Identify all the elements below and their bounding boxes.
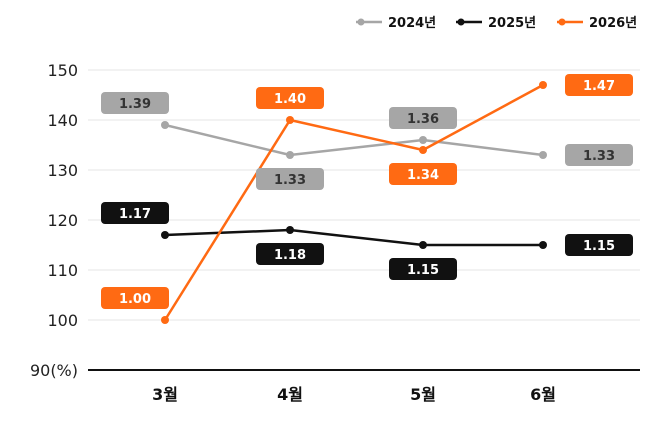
data-label-text: 1.47 — [583, 79, 615, 94]
legend-item: 2024년 — [356, 16, 436, 31]
legend-swatch-point — [357, 18, 365, 26]
data-label-pill — [389, 107, 457, 129]
data-label-pill — [565, 74, 633, 96]
y-tick-label: 120 — [47, 211, 78, 230]
series-line — [164, 228, 543, 247]
data-point — [286, 226, 294, 234]
data-point — [161, 121, 169, 129]
data-label-pill — [256, 168, 324, 190]
y-tick-label: 110 — [47, 261, 78, 280]
data-point — [539, 151, 547, 159]
data-label: 1.40 — [256, 87, 324, 109]
data-point — [286, 116, 294, 124]
data-label: 1.15 — [565, 234, 633, 256]
legend: 2024년 2025년 2026년 — [356, 16, 637, 31]
legend-swatch-point — [558, 18, 566, 26]
data-label-pill — [101, 202, 169, 224]
data-label-text: 1.17 — [119, 207, 151, 222]
data-label-pill — [565, 144, 633, 166]
data-label-text: 1.36 — [407, 112, 439, 127]
data-label: 1.47 — [565, 74, 633, 96]
data-point — [161, 231, 169, 239]
legend-label: 2025년 — [488, 16, 536, 31]
data-label: 1.18 — [256, 243, 324, 265]
data-label: 1.15 — [389, 258, 457, 280]
data-point — [539, 241, 547, 249]
data-point — [539, 81, 547, 89]
data-label-pill — [389, 163, 457, 185]
y-tick-label: 150 — [47, 61, 78, 80]
series-line — [164, 123, 544, 157]
legend-swatch-point — [457, 18, 465, 26]
data-label-text: 1.15 — [407, 263, 439, 278]
data-label: 1.34 — [389, 163, 457, 185]
series-group — [161, 81, 547, 324]
data-label-text: 1.15 — [583, 239, 615, 254]
data-labels: 1.39 1.33 1.36 1.33 1.17 1.18 1.15 1.15 1.00 1.40… — [101, 74, 633, 309]
data-point — [286, 151, 294, 159]
x-axis: 3월 4월 5월 6월 — [152, 385, 556, 404]
data-label-text: 1.34 — [407, 168, 439, 183]
data-label: 1.36 — [389, 107, 457, 129]
data-label: 1.00 — [101, 287, 169, 309]
legend-label: 2026년 — [589, 16, 637, 31]
x-tick-label: 4월 — [277, 385, 303, 404]
data-label-text: 1.40 — [274, 92, 306, 107]
data-label-pill — [101, 287, 169, 309]
x-tick-label: 3월 — [152, 385, 178, 404]
data-label-text: 1.33 — [274, 173, 306, 188]
data-label-pill — [565, 234, 633, 256]
x-tick-label: 5월 — [410, 385, 436, 404]
data-label: 1.33 — [256, 168, 324, 190]
data-label-pill — [256, 87, 324, 109]
y-tick-label: 140 — [47, 111, 78, 130]
y-tick-label: 90(%) — [30, 361, 78, 380]
data-label-text: 1.00 — [119, 292, 151, 307]
data-label: 1.39 — [101, 92, 169, 114]
legend-item: 2026년 — [557, 16, 637, 31]
data-point — [161, 316, 169, 324]
x-tick-label: 6월 — [530, 385, 556, 404]
legend-label: 2024년 — [388, 16, 436, 31]
data-label-text: 1.39 — [119, 97, 151, 112]
y-tick-label: 130 — [47, 161, 78, 180]
data-point — [419, 136, 427, 144]
data-label-pill — [101, 92, 169, 114]
grid-lines — [88, 69, 640, 321]
y-axis: 90(%) 100 110 120 130 140 150 — [30, 61, 78, 380]
data-label: 1.33 — [565, 144, 633, 166]
legend-item: 2025년 — [456, 16, 536, 31]
data-label-text: 1.33 — [583, 149, 615, 164]
data-label-pill — [389, 258, 457, 280]
data-point — [419, 241, 427, 249]
data-point — [419, 146, 427, 154]
data-label-text: 1.18 — [274, 248, 306, 263]
y-tick-label: 100 — [47, 311, 78, 330]
series-line — [163, 83, 544, 321]
data-label-pill — [256, 243, 324, 265]
data-label: 1.17 — [101, 202, 169, 224]
